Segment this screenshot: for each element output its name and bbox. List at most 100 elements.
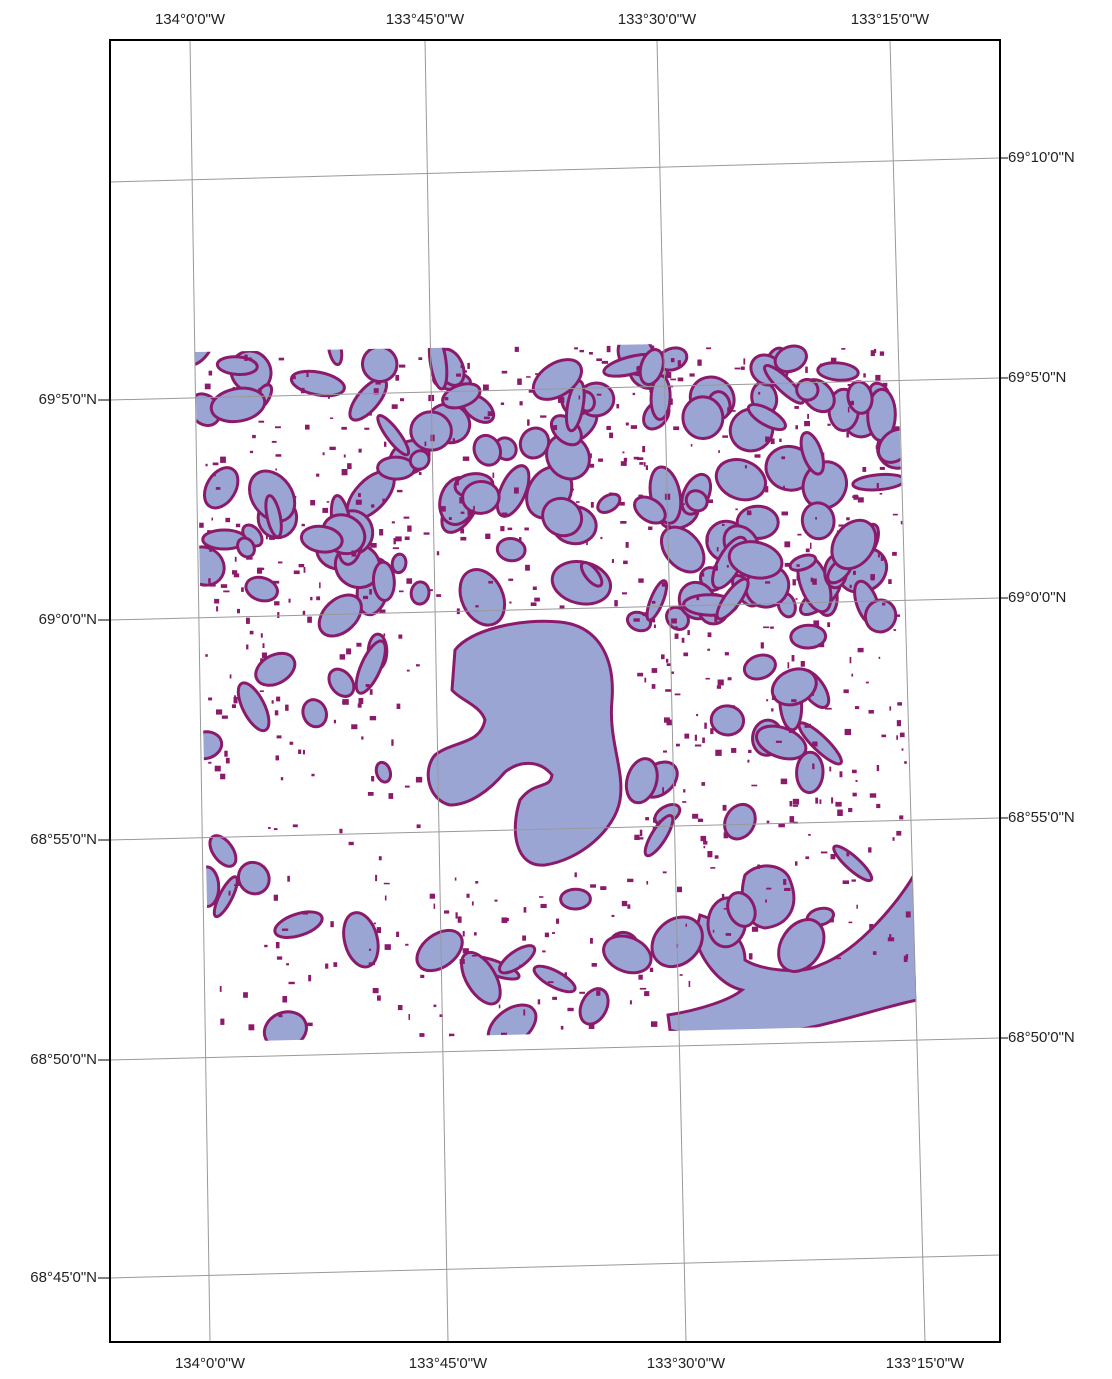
bottom-longitude-label: 133°15'0"W <box>886 1355 965 1372</box>
pond <box>250 631 254 635</box>
pond <box>445 397 449 400</box>
pond <box>356 643 361 647</box>
pond <box>689 981 691 987</box>
pond <box>246 645 248 650</box>
pond <box>670 379 676 381</box>
pond <box>237 609 240 613</box>
pond <box>696 714 698 716</box>
pond <box>282 996 287 1003</box>
pond <box>327 501 330 503</box>
pond <box>406 578 412 584</box>
pond <box>398 635 402 639</box>
pond <box>624 458 627 462</box>
pond <box>382 499 385 503</box>
lake <box>852 472 905 491</box>
pond <box>765 437 769 442</box>
pond <box>369 949 371 951</box>
pond <box>906 911 911 917</box>
pond <box>597 394 602 396</box>
pond <box>614 600 618 606</box>
top-longitude-label: 133°30'0"W <box>618 11 697 28</box>
pond <box>843 880 849 884</box>
pond <box>366 684 370 687</box>
pond <box>572 489 575 491</box>
lake <box>594 490 623 516</box>
pond <box>306 371 308 377</box>
pond <box>556 919 559 924</box>
pond <box>420 975 424 978</box>
pond <box>467 363 470 369</box>
pond <box>852 770 857 774</box>
pond <box>722 894 724 900</box>
pond <box>880 467 885 470</box>
pond <box>702 738 705 744</box>
pond <box>680 974 683 976</box>
pond <box>205 654 208 657</box>
pond <box>514 487 519 493</box>
pond <box>598 459 603 462</box>
pond <box>776 741 782 743</box>
pond <box>831 797 833 803</box>
pond <box>311 774 314 777</box>
pond <box>278 562 282 564</box>
pond <box>358 493 361 497</box>
pond <box>829 767 831 772</box>
pond <box>316 474 319 477</box>
pond <box>846 852 849 856</box>
lake <box>410 581 430 605</box>
pond <box>475 881 478 884</box>
pond <box>858 648 864 652</box>
pond <box>542 950 545 952</box>
pond <box>850 657 852 663</box>
pond <box>715 855 719 858</box>
pond <box>359 449 362 453</box>
pond <box>460 537 466 541</box>
pond <box>678 360 681 366</box>
pond <box>472 901 474 905</box>
pond <box>308 975 311 981</box>
pond <box>727 407 730 412</box>
lake <box>250 647 300 692</box>
pond <box>639 462 643 465</box>
pond <box>827 622 830 627</box>
pond <box>399 365 405 368</box>
pond <box>431 435 435 442</box>
pond <box>473 506 475 511</box>
pond <box>609 433 613 439</box>
lake <box>374 761 393 784</box>
pond <box>385 896 387 901</box>
pond <box>810 543 812 549</box>
pond <box>461 365 464 368</box>
pond <box>371 504 374 507</box>
pond <box>620 521 626 524</box>
pond <box>539 896 543 898</box>
pond <box>222 716 228 719</box>
pond <box>576 501 580 503</box>
pond <box>298 750 301 755</box>
pond <box>633 393 636 395</box>
pond <box>212 518 214 521</box>
pond <box>781 456 785 459</box>
pond <box>221 584 227 588</box>
pond <box>322 508 328 513</box>
pond <box>707 851 712 857</box>
pond <box>678 378 684 382</box>
pond <box>392 404 398 409</box>
pond <box>761 642 764 648</box>
pond <box>272 441 277 443</box>
pond <box>701 836 707 841</box>
pond <box>612 915 615 917</box>
pond <box>299 564 305 567</box>
pond <box>374 923 376 925</box>
pond <box>263 643 265 648</box>
pond <box>677 887 682 893</box>
pond <box>892 552 897 556</box>
pond <box>230 674 232 678</box>
pond <box>346 648 351 654</box>
pond <box>824 565 826 571</box>
pond <box>275 426 281 428</box>
pond <box>334 720 336 724</box>
pond <box>368 413 372 416</box>
pond <box>396 932 399 937</box>
pond <box>508 528 513 531</box>
